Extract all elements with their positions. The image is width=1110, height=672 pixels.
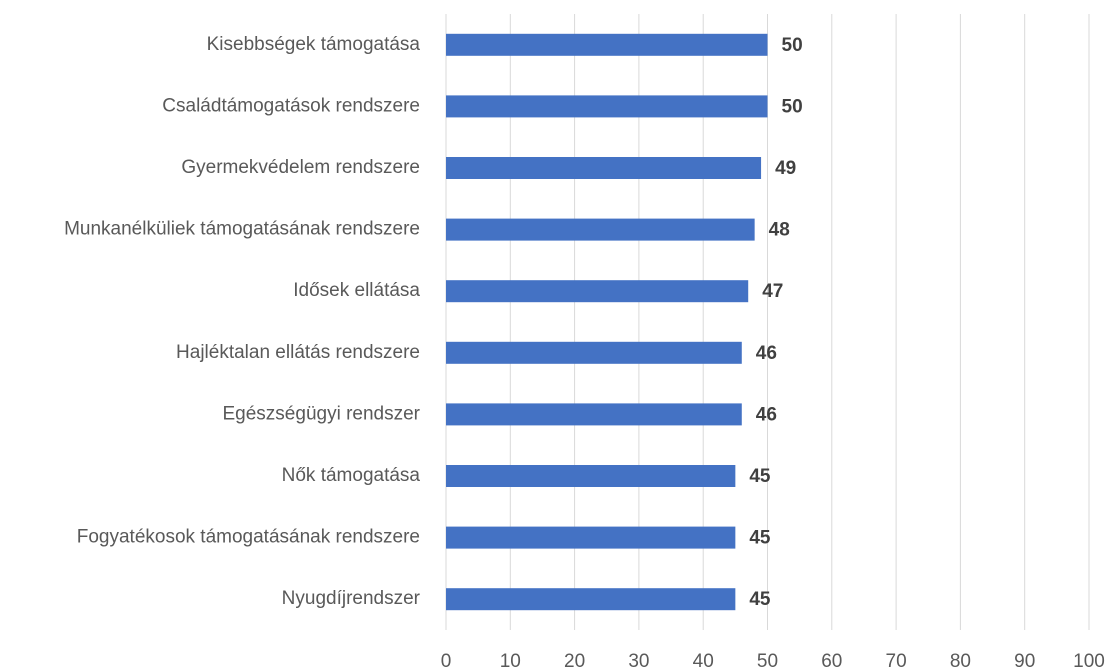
data-label: 46 [756,404,777,425]
x-tick-label: 50 [757,651,778,672]
bar [446,280,749,303]
x-tick-label: 70 [886,651,907,672]
x-tick-label: 10 [500,651,521,672]
y-tick-label: Gyermekvédelem rendszere [181,157,420,178]
y-tick-label: Nők támogatása [282,465,421,486]
bar [446,95,768,118]
x-tick-label: 100 [1073,651,1105,672]
y-tick-label: Idősek ellátása [293,280,420,301]
y-tick-label: Családtámogatások rendszere [162,95,420,116]
data-label: 50 [782,35,803,56]
y-tick-label: Hajléktalan ellátás rendszere [176,342,420,363]
x-tick-label: 0 [441,651,452,672]
data-label: 48 [769,220,790,241]
x-tick-label: 30 [628,651,649,672]
data-label: 46 [756,343,777,364]
bar [446,403,742,426]
bar [446,33,768,56]
bar [446,157,762,179]
data-label: 45 [749,466,771,487]
bar [446,526,736,549]
x-tick-label: 60 [821,651,842,672]
data-label: 45 [749,589,771,610]
bar [446,218,755,241]
data-label: 47 [762,281,783,302]
bar [446,465,736,487]
x-tick-label: 90 [1014,651,1035,672]
x-tick-label: 40 [693,651,714,672]
data-label: 50 [782,96,803,117]
y-tick-label: Munkanélküliek támogatásának rendszere [64,219,420,240]
y-tick-label: Nyugdíjrendszer [282,588,421,609]
bar [446,588,736,611]
bar [446,341,742,364]
y-tick-label: Egészségügyi rendszer [223,403,421,424]
x-tick-label: 80 [950,651,971,672]
data-label: 45 [749,528,771,549]
x-tick-label: 20 [564,651,585,672]
data-label: 49 [775,158,796,179]
y-tick-label: Kisebbségek támogatása [207,34,421,55]
y-tick-label: Fogyatékosok támogatásának rendszere [77,527,420,548]
